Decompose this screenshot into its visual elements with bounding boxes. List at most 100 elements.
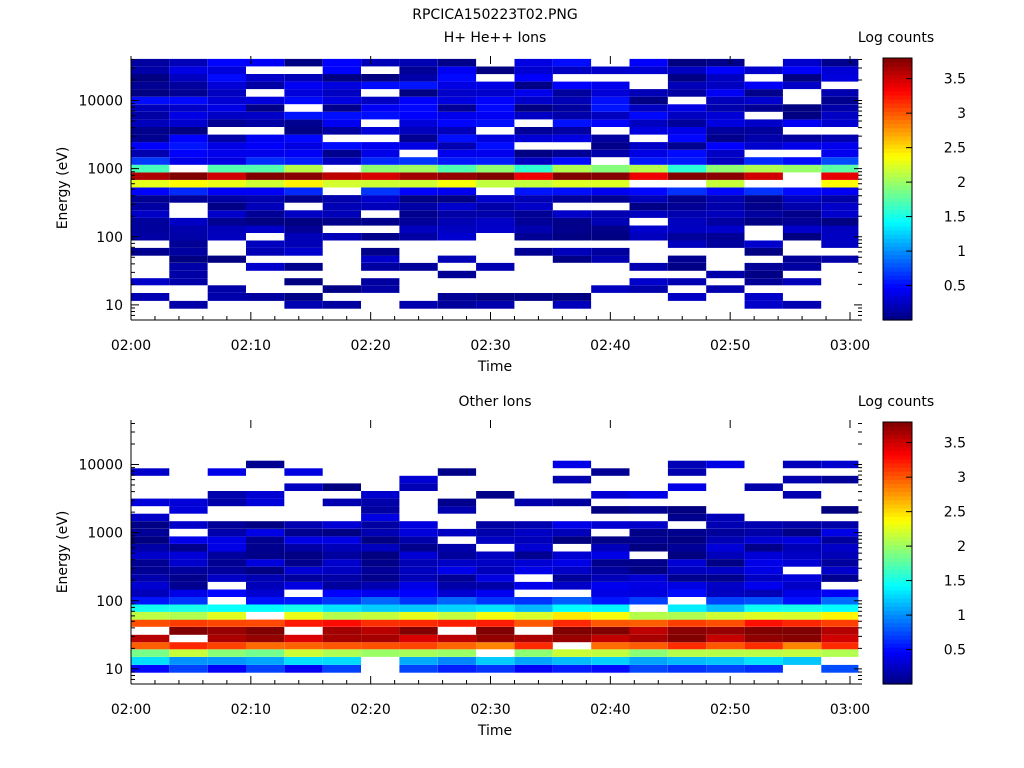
heatmap-cell xyxy=(706,240,745,248)
heatmap-cell xyxy=(629,187,668,196)
heatmap-cell xyxy=(782,225,822,233)
heatmap-cell xyxy=(744,172,783,180)
heatmap-cell xyxy=(821,475,859,484)
heatmap-cell xyxy=(169,506,208,514)
heatmap-cell xyxy=(361,104,400,112)
heatmap-cell xyxy=(706,187,745,196)
colorbar-segment xyxy=(883,475,912,480)
heatmap-cell xyxy=(744,551,783,560)
heatmap-cell xyxy=(131,225,170,233)
heatmap-cell xyxy=(821,172,859,180)
heatmap-cell xyxy=(284,225,323,233)
heatmap-cell xyxy=(284,157,323,165)
heatmap-cell xyxy=(706,81,745,90)
heatmap-cell xyxy=(437,498,477,507)
heatmap-cell xyxy=(514,657,553,665)
colorbar-segment xyxy=(883,311,912,317)
heatmap-cell xyxy=(284,642,323,650)
heatmap-cell xyxy=(782,634,822,643)
heatmap-cell xyxy=(667,119,707,127)
heatmap-cell xyxy=(399,536,438,544)
heatmap-cell xyxy=(284,127,323,135)
heatmap-cell xyxy=(169,255,208,263)
heatmap-cell xyxy=(821,611,859,620)
heatmap-cell xyxy=(821,111,859,120)
heatmap-cell xyxy=(667,619,707,627)
heatmap-cell xyxy=(361,233,400,241)
heatmap-cell xyxy=(246,293,285,301)
heatmap-cell xyxy=(361,285,400,293)
heatmap-cell xyxy=(207,528,246,537)
heatmap-cell xyxy=(552,195,592,203)
heatmap-cell xyxy=(437,270,477,279)
heatmap-cell xyxy=(131,566,170,575)
heatmap-cell xyxy=(399,543,438,552)
heatmap-cell xyxy=(821,536,859,544)
heatmap-cell xyxy=(246,528,285,537)
heatmap-cell xyxy=(706,566,745,575)
heatmap-cell xyxy=(476,521,515,529)
heatmap-cell xyxy=(667,157,707,165)
heatmap-cell xyxy=(131,157,170,165)
heatmap-cell xyxy=(706,604,745,612)
heatmap-cell xyxy=(706,157,745,165)
heatmap-cell xyxy=(667,559,707,567)
heatmap-cell xyxy=(361,506,400,514)
colorbar-segment xyxy=(883,454,912,460)
heatmap-cell xyxy=(399,475,438,484)
heatmap-cell xyxy=(131,119,170,127)
heatmap-cell xyxy=(361,589,400,597)
colorbar-tick-label: 3.5 xyxy=(944,72,966,88)
heatmap-cell xyxy=(667,460,707,469)
heatmap-cell xyxy=(246,172,285,180)
heatmap-cell xyxy=(246,74,285,82)
heatmap-cell xyxy=(169,240,208,248)
heatmap-cell xyxy=(437,300,477,309)
heatmap-cell xyxy=(322,649,361,657)
heatmap-cell xyxy=(246,149,285,158)
heatmap-cell xyxy=(782,559,822,567)
heatmap-cell xyxy=(322,81,361,90)
heatmap-cell xyxy=(399,604,438,612)
heatmap-cell xyxy=(667,536,707,544)
colorbar-segment xyxy=(883,86,912,92)
heatmap-cell xyxy=(131,89,170,97)
heatmap-cell xyxy=(246,543,285,552)
heatmap-cell xyxy=(284,619,323,627)
heatmap-cell xyxy=(552,604,592,612)
x-tick-label: 02:40 xyxy=(590,338,630,354)
heatmap-cell xyxy=(667,74,707,82)
heatmap-cell xyxy=(706,127,745,135)
heatmap-cell xyxy=(207,521,246,529)
heatmap-cell xyxy=(169,142,208,150)
heatmap-cell xyxy=(169,657,208,665)
heatmap-cell xyxy=(629,528,668,537)
colorbar-segment xyxy=(883,111,912,116)
heatmap-cell xyxy=(591,604,630,612)
heatmap-cell xyxy=(322,157,361,165)
heatmap-cell xyxy=(782,604,822,612)
colorbar-segment xyxy=(883,426,912,431)
heatmap-cell xyxy=(207,566,246,575)
colorbar-segment xyxy=(883,66,912,71)
colorbar-segment xyxy=(883,462,912,468)
heatmap-cell xyxy=(667,66,707,75)
heatmap-cell xyxy=(322,74,361,82)
heatmap-cell xyxy=(629,589,668,597)
heatmap-cell xyxy=(782,66,822,75)
heatmap-cell xyxy=(552,81,592,90)
heatmap-cell xyxy=(667,111,707,120)
heatmap-cell xyxy=(514,536,553,544)
heatmap-cell xyxy=(514,559,553,567)
heatmap-cell xyxy=(207,66,246,75)
heatmap-cell xyxy=(591,195,630,203)
heatmap-cell xyxy=(514,293,553,301)
heatmap-cell xyxy=(629,111,668,120)
heatmap-cell xyxy=(399,581,438,590)
heatmap-cell xyxy=(744,649,783,657)
heatmap-cell xyxy=(399,619,438,627)
heatmap-cell xyxy=(284,247,323,256)
heatmap-cell xyxy=(131,574,170,582)
heatmap-cell xyxy=(399,611,438,620)
heatmap-cell xyxy=(821,179,859,188)
